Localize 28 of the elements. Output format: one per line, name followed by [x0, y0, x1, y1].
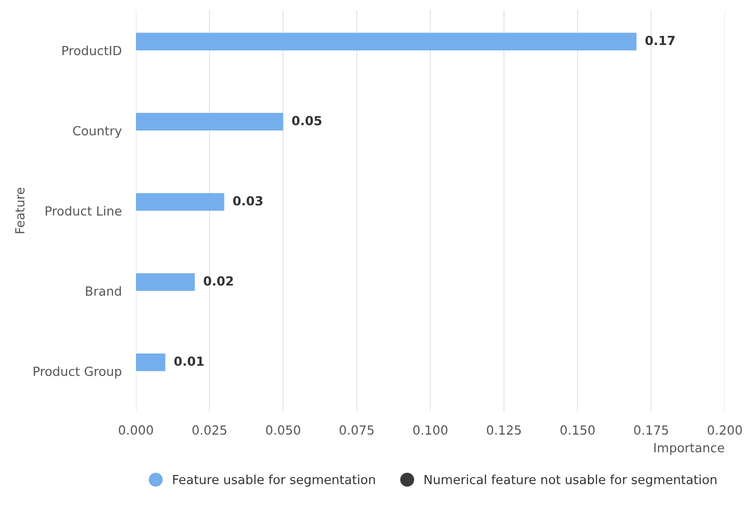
- bar: [136, 32, 636, 50]
- data-label: 0.17: [645, 36, 675, 46]
- x-tick-label: 0.050: [266, 425, 300, 435]
- bar: [136, 273, 195, 291]
- x-tick-label: 0.150: [560, 425, 595, 435]
- x-tick-label: 0.000: [118, 425, 153, 435]
- bar: [136, 353, 166, 372]
- data-label: 0.02: [204, 276, 233, 286]
- data-label: 0.01: [174, 356, 204, 366]
- y-tick-label: Product Line: [46, 206, 122, 216]
- legend-label: Numerical feature not usable for segmentation: [424, 474, 716, 487]
- bar: [136, 193, 224, 211]
- x-axis-title: Importance: [654, 443, 724, 455]
- x-tick-label: 0.125: [486, 425, 521, 435]
- y-tick-label: Product Group: [34, 366, 122, 378]
- data-label: 0.05: [292, 116, 322, 126]
- y-tick-label: ProductID: [62, 46, 122, 56]
- bar: [136, 112, 284, 131]
- x-tick-label: 0.025: [192, 425, 226, 435]
- x-tick-label: 0.200: [708, 425, 742, 435]
- x-tick-label: 0.075: [340, 425, 374, 435]
- y-tick-label: Brand: [86, 286, 121, 296]
- legend-label: Feature usable for segmentation: [173, 474, 375, 487]
- x-tick-label: 0.100: [413, 425, 448, 435]
- y-tick-label: Country: [73, 126, 122, 138]
- data-label: 0.03: [233, 196, 262, 206]
- x-tick-label: 0.175: [634, 425, 668, 435]
- y-axis-title: Feature: [15, 188, 25, 234]
